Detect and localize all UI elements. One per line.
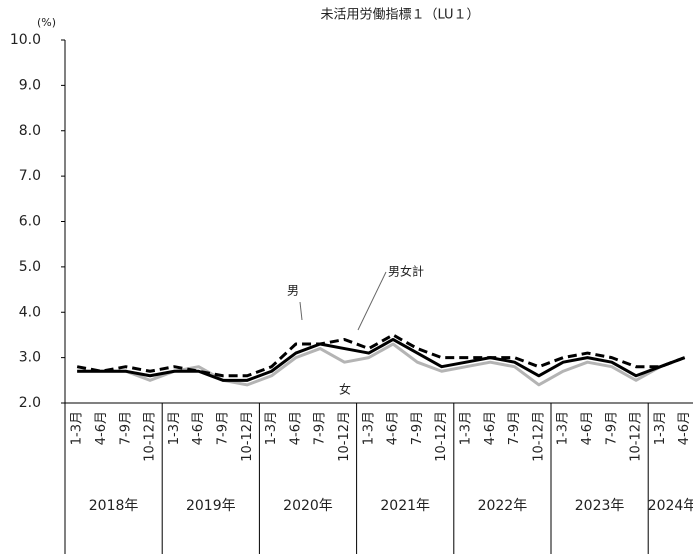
x-tick-label: 1-3月 <box>556 411 571 445</box>
chart-title: 未活用労働指標１（LU１） <box>320 8 479 23</box>
x-tick-label: 7-9月 <box>507 411 522 445</box>
x-tick-label: 10-12月 <box>337 411 352 462</box>
y-tick-label: 6.0 <box>19 214 41 230</box>
x-tick-label: 1-3月 <box>167 411 182 445</box>
group-label: 2020年 <box>283 498 333 514</box>
x-tick-label: 4-6月 <box>191 411 206 445</box>
group-label: 2024年 <box>648 498 693 514</box>
y-tick-label: 10.0 <box>10 32 41 48</box>
y-unit: (%) <box>37 16 56 29</box>
x-tick-label: 10-12月 <box>629 411 644 462</box>
x-tick-label: 10-12月 <box>240 411 255 462</box>
group-label: 2018年 <box>89 498 139 514</box>
x-tick-label: 10-12月 <box>531 411 546 462</box>
series-annotation: 女 <box>339 382 351 397</box>
group-label: 2022年 <box>478 498 528 514</box>
group-label: 2021年 <box>380 498 430 514</box>
x-tick-label: 4-6月 <box>94 411 109 445</box>
x-tick-label: 7-9月 <box>604 411 619 445</box>
x-tick-label: 7-9月 <box>118 411 133 445</box>
x-tick-label: 7-9月 <box>215 411 230 445</box>
x-tick-label: 4-6月 <box>580 411 595 445</box>
x-tick-label: 10-12月 <box>143 411 158 462</box>
series-line <box>77 342 686 387</box>
y-tick-label: 7.0 <box>19 168 41 184</box>
x-tick-label: 7-9月 <box>410 411 425 445</box>
y-tick-label: 3.0 <box>19 350 41 366</box>
x-tick-label: 1-3月 <box>458 411 473 445</box>
x-tick-label: 1-3月 <box>70 411 85 445</box>
y-tick-label: 4.0 <box>19 304 41 320</box>
annotation-leader <box>299 301 303 321</box>
series-line <box>76 333 686 378</box>
x-tick-label: 1-3月 <box>361 411 376 445</box>
x-tick-label: 4-6月 <box>288 411 303 445</box>
x-tick-label: 7-9月 <box>313 411 328 445</box>
y-tick-label: 9.0 <box>19 77 41 93</box>
y-tick-label: 2.0 <box>19 395 41 411</box>
x-tick-label: 10-12月 <box>434 411 449 462</box>
y-tick-label: 5.0 <box>19 259 41 275</box>
series-annotation: 男女計 <box>388 264 424 279</box>
series-line <box>77 337 686 382</box>
x-tick-label: 4-6月 <box>677 411 692 445</box>
x-tick-label: 1-3月 <box>653 411 668 445</box>
y-tick-label: 8.0 <box>19 123 41 139</box>
x-tick-label: 4-6月 <box>483 411 498 445</box>
x-tick-label: 4-6月 <box>386 411 401 445</box>
annotation-leader <box>357 271 387 331</box>
series-annotation: 男 <box>287 284 299 298</box>
group-label: 2023年 <box>575 498 625 514</box>
group-label: 2019年 <box>186 498 236 514</box>
x-tick-label: 1-3月 <box>264 411 279 445</box>
